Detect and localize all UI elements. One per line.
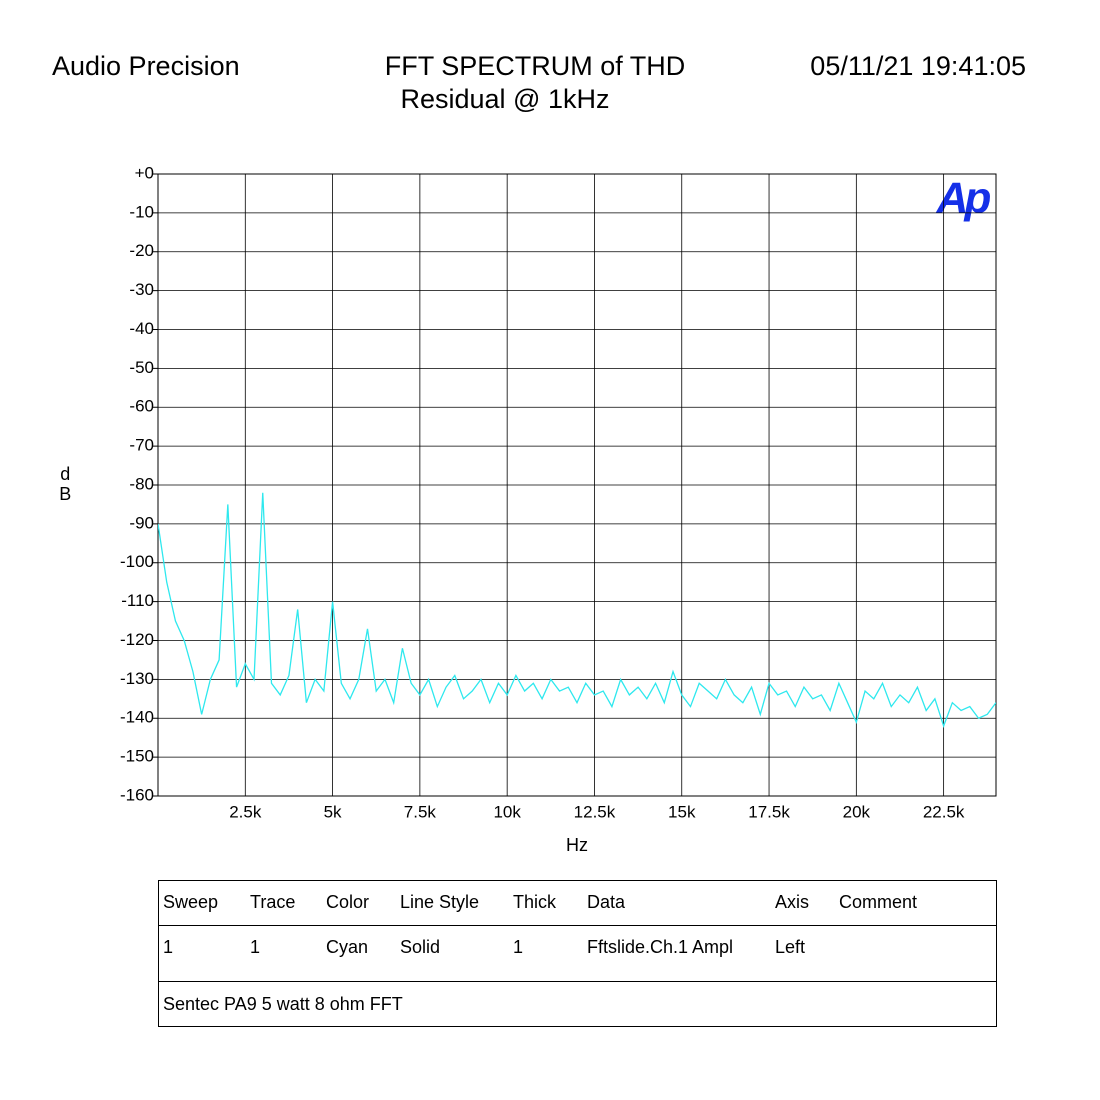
table-header: Data — [587, 892, 626, 912]
y-axis-label: dB — [55, 464, 75, 504]
table-cell: Cyan — [326, 937, 368, 957]
chart-subtitle: Residual @ 1kHz — [401, 84, 610, 114]
table-header: Thick — [513, 892, 557, 912]
table-cell: 1 — [163, 937, 173, 957]
y-tick-label: -10 — [129, 202, 154, 221]
x-tick-label: 7.5k — [404, 802, 437, 821]
y-tick-label: -30 — [129, 280, 154, 299]
x-tick-label: 2.5k — [229, 802, 262, 821]
y-tick-label: -40 — [129, 319, 154, 338]
legend-table — [158, 880, 997, 1027]
table-header: Color — [326, 892, 369, 912]
x-tick-label: 17.5k — [748, 802, 790, 821]
y-tick-label: -70 — [129, 436, 154, 455]
table-cell: Fftslide.Ch.1 Ampl — [587, 937, 733, 957]
y-tick-label: -100 — [120, 552, 154, 571]
x-tick-label: 20k — [843, 802, 871, 821]
spectrum-line — [158, 492, 996, 729]
table-cell: Solid — [400, 937, 440, 957]
table-header: Trace — [250, 892, 295, 912]
table-header: Line Style — [400, 892, 479, 912]
x-tick-label: 22.5k — [923, 802, 965, 821]
table-note: Sentec PA9 5 watt 8 ohm FFT — [163, 994, 403, 1014]
table-header: Sweep — [163, 892, 218, 912]
x-tick-label: 15k — [668, 802, 696, 821]
chart-title: FFT SPECTRUM of THD — [385, 51, 686, 81]
plot-frame — [157, 173, 997, 797]
x-tick-label: 5k — [324, 802, 342, 821]
y-tick-label: -50 — [129, 358, 154, 377]
y-tick-label: -130 — [120, 669, 154, 688]
table-border — [158, 880, 997, 1027]
table-cell: 1 — [250, 937, 260, 957]
logo: Ap — [936, 174, 991, 223]
brand: Audio Precision — [52, 51, 240, 81]
table-cell: 1 — [513, 937, 523, 957]
y-tick-label: -90 — [129, 513, 154, 532]
table-header: Comment — [839, 892, 917, 912]
y-tick-label: -160 — [120, 785, 154, 804]
y-tick-label: -110 — [121, 591, 154, 610]
y-tick-label: -60 — [129, 397, 154, 416]
timestamp: 05/11/21 19:41:05 — [810, 51, 1026, 81]
table-cell: Left — [775, 937, 805, 957]
y-tick-label: -120 — [120, 630, 154, 649]
x-tick-label: 10k — [493, 802, 521, 821]
x-tick-label: 12.5k — [574, 802, 616, 821]
y-tick-label: +0 — [135, 163, 154, 182]
y-tick-label: -80 — [129, 474, 154, 493]
y-tick-label: -20 — [129, 241, 154, 260]
table-header: Axis — [775, 892, 809, 912]
y-tick-label: -150 — [120, 747, 154, 766]
x-axis-label: Hz — [566, 835, 588, 855]
y-tick-label: -140 — [120, 708, 154, 727]
